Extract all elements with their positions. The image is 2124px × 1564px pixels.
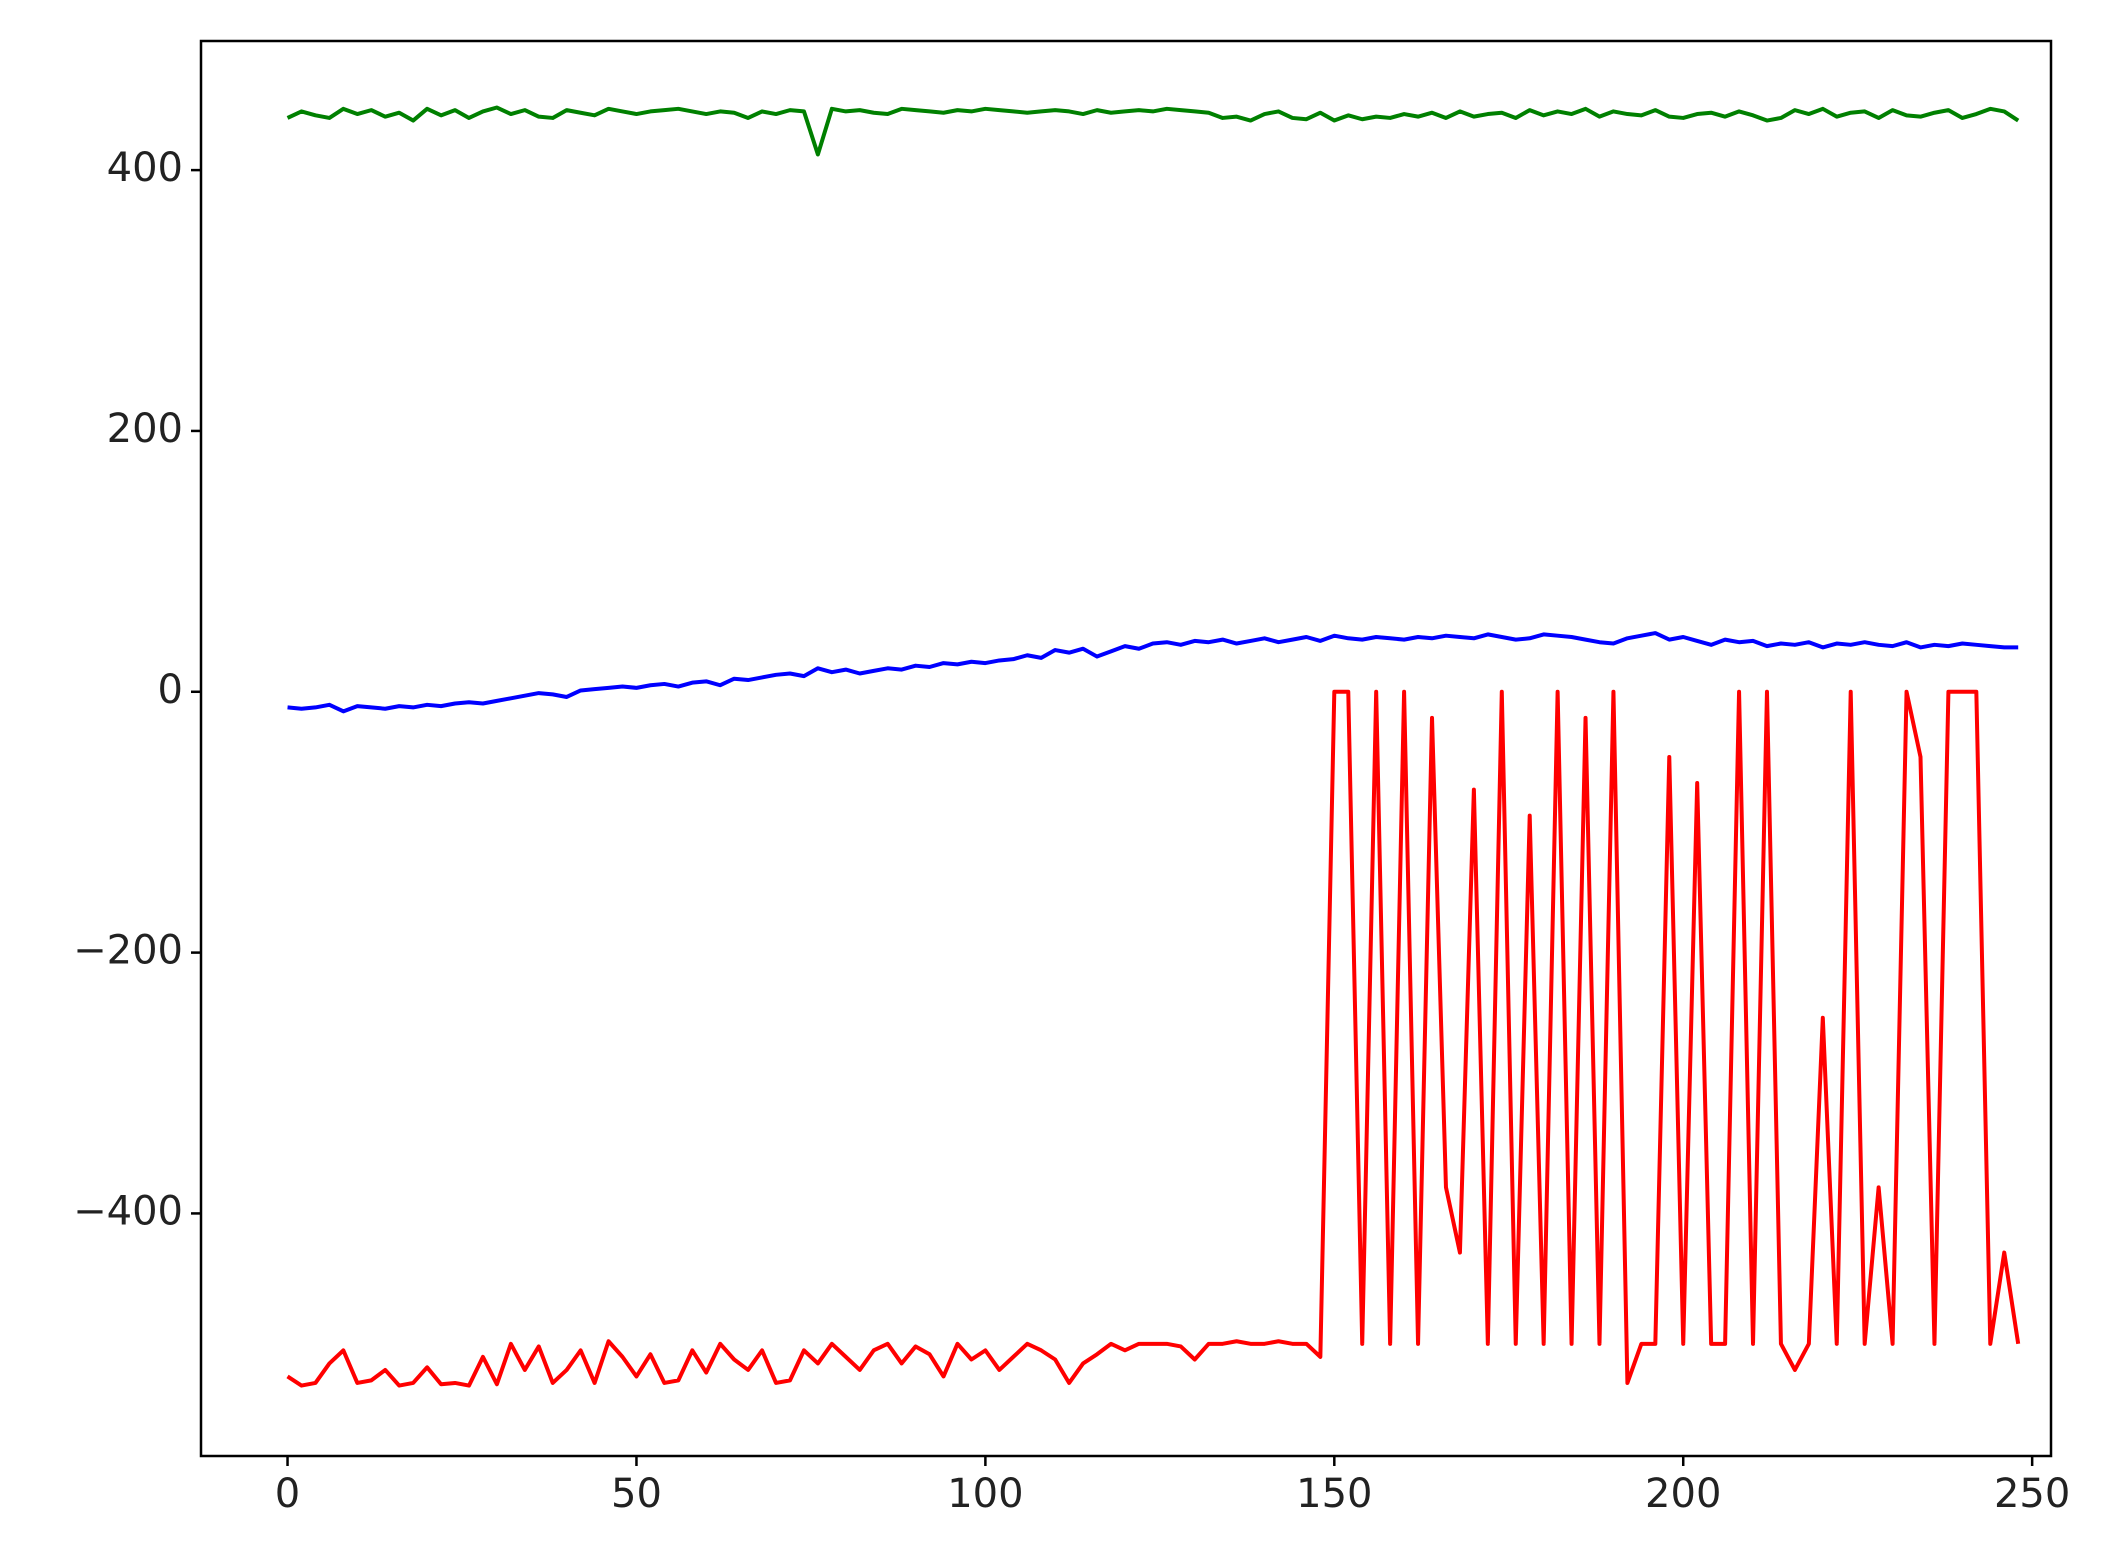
y-tick-label: 0 xyxy=(158,667,183,713)
x-tick-label: 0 xyxy=(275,1471,300,1517)
x-tick-label: 150 xyxy=(1296,1471,1372,1517)
y-tick-label: 200 xyxy=(107,406,183,452)
plot-frame xyxy=(199,39,2053,1458)
x-tick-label: 250 xyxy=(1994,1471,2070,1517)
x-tick-label: 100 xyxy=(947,1471,1023,1517)
y-tick-label: −200 xyxy=(73,928,183,974)
x-tick-label: 50 xyxy=(611,1471,662,1517)
line-series xyxy=(287,631,2019,714)
x-tick-label: 200 xyxy=(1645,1471,1721,1517)
y-tick-label: −400 xyxy=(73,1188,183,1234)
line-series xyxy=(286,689,2021,1388)
y-tick-label: 400 xyxy=(107,145,183,191)
line-series xyxy=(286,105,2020,157)
